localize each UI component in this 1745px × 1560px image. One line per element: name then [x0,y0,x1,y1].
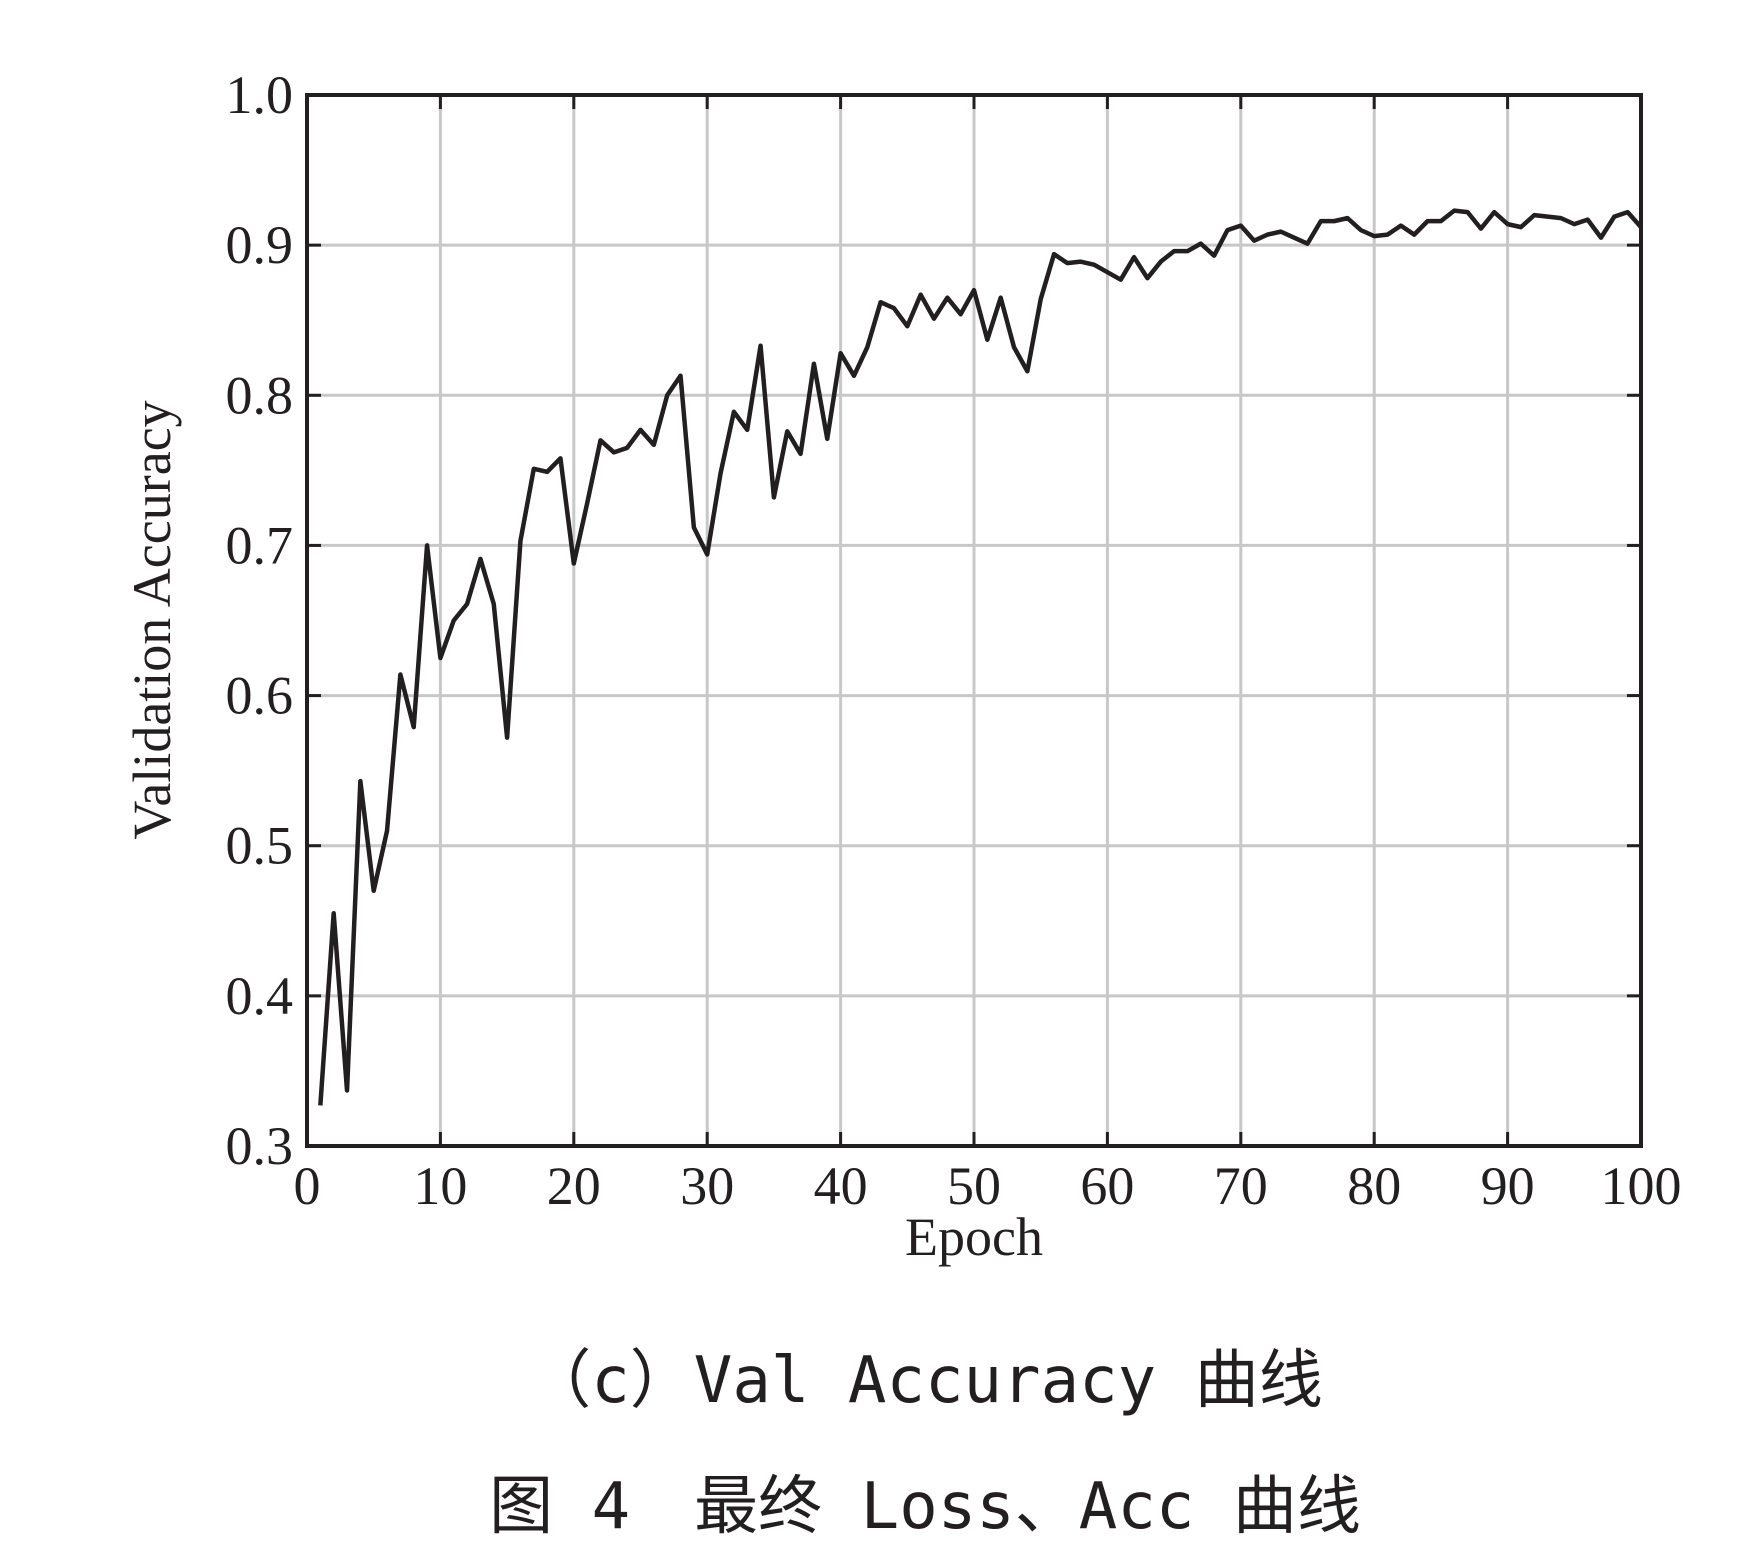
x-tick-label: 100 [1601,1156,1682,1216]
y-axis-label: Validation Accuracy [122,400,182,839]
y-tick-label: 0.9 [226,215,294,275]
x-tick-label: 0 [294,1156,321,1216]
data-line [318,208,1643,1106]
y-tick-label: 0.5 [226,816,294,876]
x-tick-label: 30 [680,1156,734,1216]
subfigure-caption: （c）Val Accuracy 曲线 [527,1344,1322,1418]
x-tick-label: 40 [814,1156,868,1216]
figure-caption: 图 4 最终 Loss、Acc 曲线 [489,1470,1361,1544]
x-tick-label: 10 [413,1156,467,1216]
y-tick-label: 1.0 [226,65,294,125]
x-tick-label: 80 [1347,1156,1401,1216]
x-tick-label: 70 [1214,1156,1268,1216]
y-tick-label: 0.7 [226,515,294,575]
x-tick-label: 90 [1481,1156,1535,1216]
x-axis-label: Epoch [905,1207,1043,1267]
x-tick-label: 50 [947,1156,1001,1216]
y-tick-label: 0.4 [226,966,294,1026]
y-tick-label: 0.8 [226,365,294,425]
x-tick-label: 60 [1080,1156,1134,1216]
y-tick-label: 0.3 [226,1116,294,1176]
y-tick-label: 0.6 [226,666,294,726]
x-tick-label: 20 [547,1156,601,1216]
plot-frame [305,93,1643,1148]
